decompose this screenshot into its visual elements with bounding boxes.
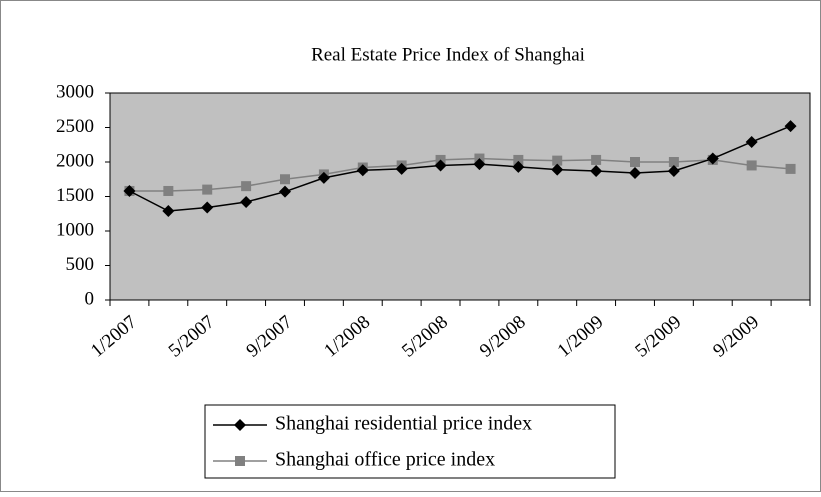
legend-label: Shanghai residential price index <box>275 413 532 435</box>
y-tick-label: 3000 <box>56 81 94 102</box>
data-point <box>434 159 447 172</box>
y-tick-label: 1500 <box>56 185 94 206</box>
data-point <box>280 174 290 185</box>
series-line <box>129 157 791 192</box>
legend-box <box>204 404 616 479</box>
data-point <box>591 154 602 165</box>
data-point <box>123 184 136 197</box>
y-tick-label: 500 <box>66 254 95 275</box>
data-point <box>667 164 680 177</box>
y-tick-label: 2000 <box>56 150 94 171</box>
data-point <box>629 167 641 180</box>
data-point <box>240 196 253 209</box>
y-tick-label: 2500 <box>56 116 94 137</box>
data-point <box>201 201 214 214</box>
data-point <box>512 160 525 173</box>
data-point <box>317 171 330 184</box>
data-point <box>785 163 796 174</box>
data-point <box>590 164 603 177</box>
legend-marker <box>235 456 245 466</box>
legend-marker <box>234 419 246 431</box>
data-point <box>162 204 175 217</box>
data-point <box>668 157 679 167</box>
y-tick-label: 1000 <box>56 219 94 240</box>
legend-label: Shanghai office price index <box>275 449 495 471</box>
plot-area <box>109 92 811 301</box>
data-point <box>395 162 408 175</box>
data-point <box>630 157 640 167</box>
y-tick-label: 0 <box>85 288 95 309</box>
series-line <box>129 125 791 212</box>
data-point <box>356 164 369 177</box>
data-point <box>202 184 213 195</box>
data-point <box>706 152 719 165</box>
data-point <box>552 155 563 166</box>
data-point <box>241 181 252 192</box>
data-point <box>513 154 524 165</box>
data-point <box>745 135 758 148</box>
data-point <box>746 160 757 171</box>
data-point <box>551 163 564 176</box>
data-point <box>163 185 174 196</box>
data-point <box>279 185 291 198</box>
chart-title: Real Estate Price Index of Shanghai <box>311 44 585 65</box>
data-point <box>784 120 797 133</box>
data-point <box>473 158 486 171</box>
